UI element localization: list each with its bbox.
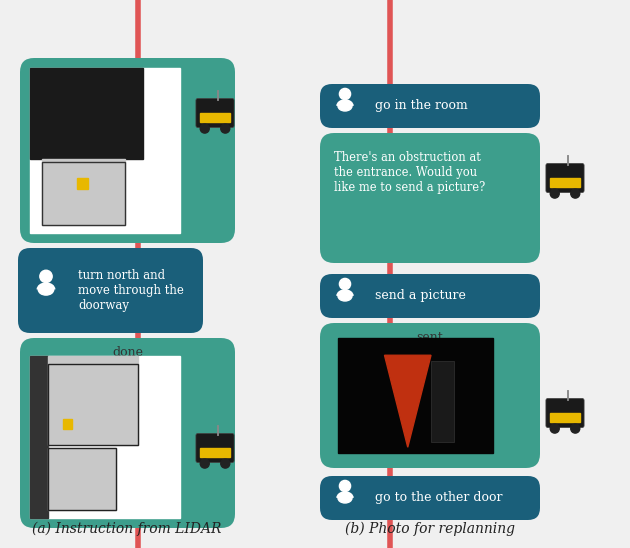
Circle shape — [340, 481, 351, 492]
Bar — [42, 159, 125, 225]
Bar — [550, 413, 580, 421]
Circle shape — [220, 459, 230, 468]
Text: There's an obstruction at
the entrance. Would you
like me to send a picture?: There's an obstruction at the entrance. … — [334, 151, 485, 194]
Bar — [30, 68, 180, 233]
Bar — [48, 364, 138, 445]
Bar — [200, 113, 230, 122]
Circle shape — [571, 424, 580, 433]
FancyBboxPatch shape — [20, 338, 235, 528]
Circle shape — [40, 270, 52, 283]
Bar — [48, 448, 115, 510]
Bar — [338, 338, 493, 453]
Ellipse shape — [338, 493, 352, 503]
Circle shape — [571, 189, 580, 198]
Text: sent: sent — [416, 331, 444, 344]
Ellipse shape — [38, 284, 54, 295]
Circle shape — [200, 459, 209, 468]
FancyBboxPatch shape — [546, 163, 584, 192]
FancyBboxPatch shape — [20, 58, 235, 243]
FancyBboxPatch shape — [320, 323, 540, 468]
Text: (b) Photo for replanning: (b) Photo for replanning — [345, 522, 515, 536]
Ellipse shape — [338, 101, 352, 111]
Polygon shape — [384, 355, 431, 447]
Bar — [431, 361, 454, 442]
Circle shape — [200, 124, 209, 133]
Text: go in the room: go in the room — [375, 100, 467, 112]
Bar — [30, 68, 142, 159]
FancyBboxPatch shape — [196, 99, 234, 128]
Text: done: done — [112, 346, 143, 359]
FancyBboxPatch shape — [320, 133, 540, 263]
Bar — [550, 178, 580, 187]
Text: (a) Instruction from LIDAR: (a) Instruction from LIDAR — [32, 522, 222, 536]
Ellipse shape — [338, 291, 352, 301]
Circle shape — [340, 88, 351, 100]
FancyBboxPatch shape — [320, 476, 540, 520]
Circle shape — [340, 278, 351, 289]
Bar — [48, 356, 138, 445]
FancyBboxPatch shape — [320, 274, 540, 318]
FancyBboxPatch shape — [546, 398, 584, 427]
Text: go to the other door: go to the other door — [375, 492, 503, 505]
Circle shape — [220, 124, 230, 133]
Bar — [30, 356, 48, 518]
Text: send a picture: send a picture — [375, 289, 466, 302]
Text: turn north and
move through the
doorway: turn north and move through the doorway — [78, 269, 184, 312]
FancyBboxPatch shape — [320, 84, 540, 128]
FancyBboxPatch shape — [18, 248, 203, 333]
Circle shape — [550, 189, 559, 198]
FancyBboxPatch shape — [196, 433, 234, 463]
Bar — [48, 448, 115, 510]
Bar — [42, 162, 125, 225]
Bar — [200, 448, 230, 456]
Circle shape — [550, 424, 559, 433]
Bar — [30, 356, 180, 518]
